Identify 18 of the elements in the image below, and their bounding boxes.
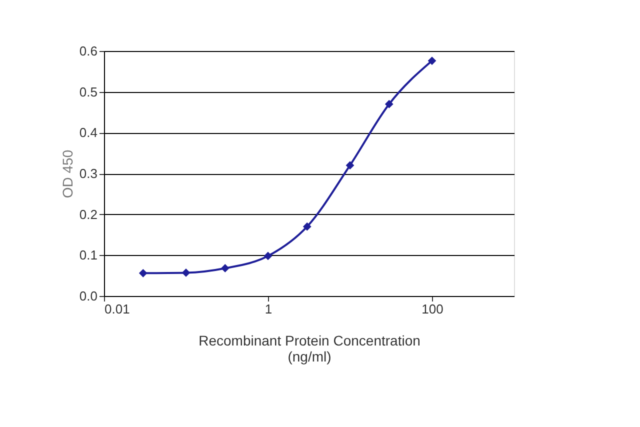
x-tick-label: 1	[264, 302, 272, 316]
y-tick-label: 0.1	[79, 248, 98, 263]
point	[138, 268, 148, 278]
x-axis-title: Recombinant Protein Concentration (ng/ml)	[198, 332, 420, 364]
point	[428, 56, 436, 65]
y-tick-label: 0.4	[79, 125, 98, 140]
y-tick-label: 0.6	[79, 44, 98, 58]
x-tick-label: 0.01	[104, 302, 130, 316]
point	[264, 252, 272, 260]
y-tick-label: 0.3	[79, 166, 98, 181]
y-tick-label: 0.2	[79, 206, 98, 222]
x-tick-label: 100	[422, 302, 444, 316]
point	[302, 222, 312, 231]
y-tick-label: 0.0	[79, 288, 98, 304]
point	[346, 161, 354, 170]
y-axis-title: OD 450	[59, 150, 76, 198]
y-tick-label: 0.5	[79, 84, 98, 100]
point	[220, 264, 230, 272]
